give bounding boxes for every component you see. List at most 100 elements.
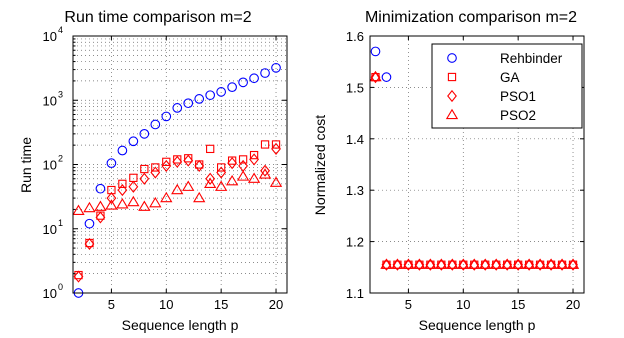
data-point-pso1 xyxy=(117,183,128,197)
data-point-pso1 xyxy=(381,258,392,271)
data-point-pso2 xyxy=(138,200,151,211)
plot-marks xyxy=(72,62,283,298)
x-tick-label: 5 xyxy=(405,297,412,312)
data-point-pso2 xyxy=(501,258,514,269)
data-point-rehbinder xyxy=(84,218,95,229)
data-point-pso1 xyxy=(227,157,238,170)
data-point-pso1 xyxy=(557,258,567,271)
legend-marker-ga xyxy=(447,72,457,82)
data-point-pso2 xyxy=(236,170,250,181)
data-point-pso1 xyxy=(447,258,458,271)
y-tick-label: 10 xyxy=(43,158,57,173)
data-point-pso1 xyxy=(205,172,216,185)
y-tick-label: 1.6 xyxy=(346,29,364,44)
data-point-pso2 xyxy=(544,258,558,269)
y-tick-label: 1.2 xyxy=(346,235,364,250)
data-point-pso2 xyxy=(269,176,283,187)
data-point-pso1 xyxy=(491,258,502,271)
data-point-pso2 xyxy=(214,180,228,191)
data-point-rehbinder xyxy=(194,94,205,104)
data-point-pso2 xyxy=(105,199,118,210)
data-point-ga xyxy=(151,163,160,172)
x-tick-label: 10 xyxy=(456,297,470,312)
data-point-rehbinder xyxy=(117,145,128,156)
y-tick-exponent: 1 xyxy=(58,218,63,228)
data-point-pso2 xyxy=(555,258,569,269)
data-point-pso2 xyxy=(490,258,503,269)
legend-label: Rehbinder xyxy=(500,51,563,66)
x-tick-label: 20 xyxy=(269,297,283,312)
x-tick-label: 10 xyxy=(159,297,173,312)
data-point-pso2 xyxy=(566,258,580,269)
data-point-rehbinder xyxy=(106,158,117,168)
legend-marker-pso2 xyxy=(445,108,459,120)
data-point-pso1 xyxy=(216,166,227,179)
data-point-pso1 xyxy=(238,159,249,173)
data-point-pso2 xyxy=(83,201,96,213)
data-point-ga xyxy=(140,164,149,174)
data-point-pso1 xyxy=(546,258,556,271)
data-point-pso1 xyxy=(194,159,205,173)
data-point-pso2 xyxy=(171,183,184,195)
x-axis-label: Sequence length p xyxy=(419,317,536,333)
y-tick-label: 1.4 xyxy=(346,132,364,147)
data-point-rehbinder xyxy=(249,73,259,84)
plot-marks xyxy=(369,46,580,271)
data-point-pso1 xyxy=(403,258,414,271)
data-point-pso1 xyxy=(84,237,95,251)
data-point-ga xyxy=(217,163,226,172)
data-point-pso1 xyxy=(535,258,546,271)
data-point-pso2 xyxy=(479,258,492,269)
data-point-pso2 xyxy=(457,258,470,269)
legend-box xyxy=(431,43,583,129)
y-tick-exponent: 0 xyxy=(58,282,63,292)
data-point-rehbinder xyxy=(216,87,227,97)
data-point-pso1 xyxy=(106,192,117,205)
data-point-pso2 xyxy=(533,258,547,269)
data-point-rehbinder xyxy=(238,77,248,88)
data-point-pso1 xyxy=(249,153,259,166)
data-point-pso1 xyxy=(139,172,150,185)
data-point-rehbinder xyxy=(271,62,281,73)
data-point-ga xyxy=(162,157,171,166)
data-point-pso2 xyxy=(116,198,129,209)
data-point-pso1 xyxy=(260,164,270,177)
y-tick-exponent: 4 xyxy=(58,25,63,35)
data-point-pso1 xyxy=(513,258,524,271)
data-point-pso2 xyxy=(258,168,272,179)
y-axis-label: Normalized cost xyxy=(312,115,328,215)
data-point-rehbinder xyxy=(172,103,183,113)
y-tick-label: 10 xyxy=(43,286,57,301)
data-point-pso1 xyxy=(128,180,139,193)
data-point-pso2 xyxy=(94,200,107,211)
legend-marker-pso1 xyxy=(447,89,457,103)
data-point-ga xyxy=(227,156,237,165)
legend-label: GA xyxy=(500,70,520,85)
data-point-rehbinder xyxy=(150,119,161,130)
data-point-pso2 xyxy=(402,258,415,269)
data-point-rehbinder xyxy=(183,98,194,109)
data-point-pso1 xyxy=(370,71,381,84)
y-tick-label: 1.5 xyxy=(346,80,364,95)
grid xyxy=(370,35,584,294)
data-point-rehbinder xyxy=(381,72,392,82)
data-point-pso2 xyxy=(435,258,448,269)
data-point-rehbinder xyxy=(139,128,150,139)
data-point-ga xyxy=(206,144,215,154)
x-axis-label: Sequence length p xyxy=(122,317,239,333)
data-point-rehbinder xyxy=(205,90,216,101)
y-axis-label: Run time xyxy=(18,137,34,193)
x-tick-label: 5 xyxy=(108,297,115,312)
data-point-pso2 xyxy=(413,258,426,269)
legend-marker-rehbinder xyxy=(447,53,457,63)
data-point-pso2 xyxy=(204,177,217,188)
data-point-pso2 xyxy=(424,258,437,269)
data-point-pso2 xyxy=(127,195,140,207)
data-point-ga xyxy=(129,173,138,182)
y-tick-label: 10 xyxy=(43,222,57,237)
chart-title: Run time comparison m=2 xyxy=(64,9,251,26)
y-tick-exponent: 2 xyxy=(58,154,63,164)
data-point-pso2 xyxy=(247,172,261,183)
plot-frame xyxy=(369,35,585,294)
